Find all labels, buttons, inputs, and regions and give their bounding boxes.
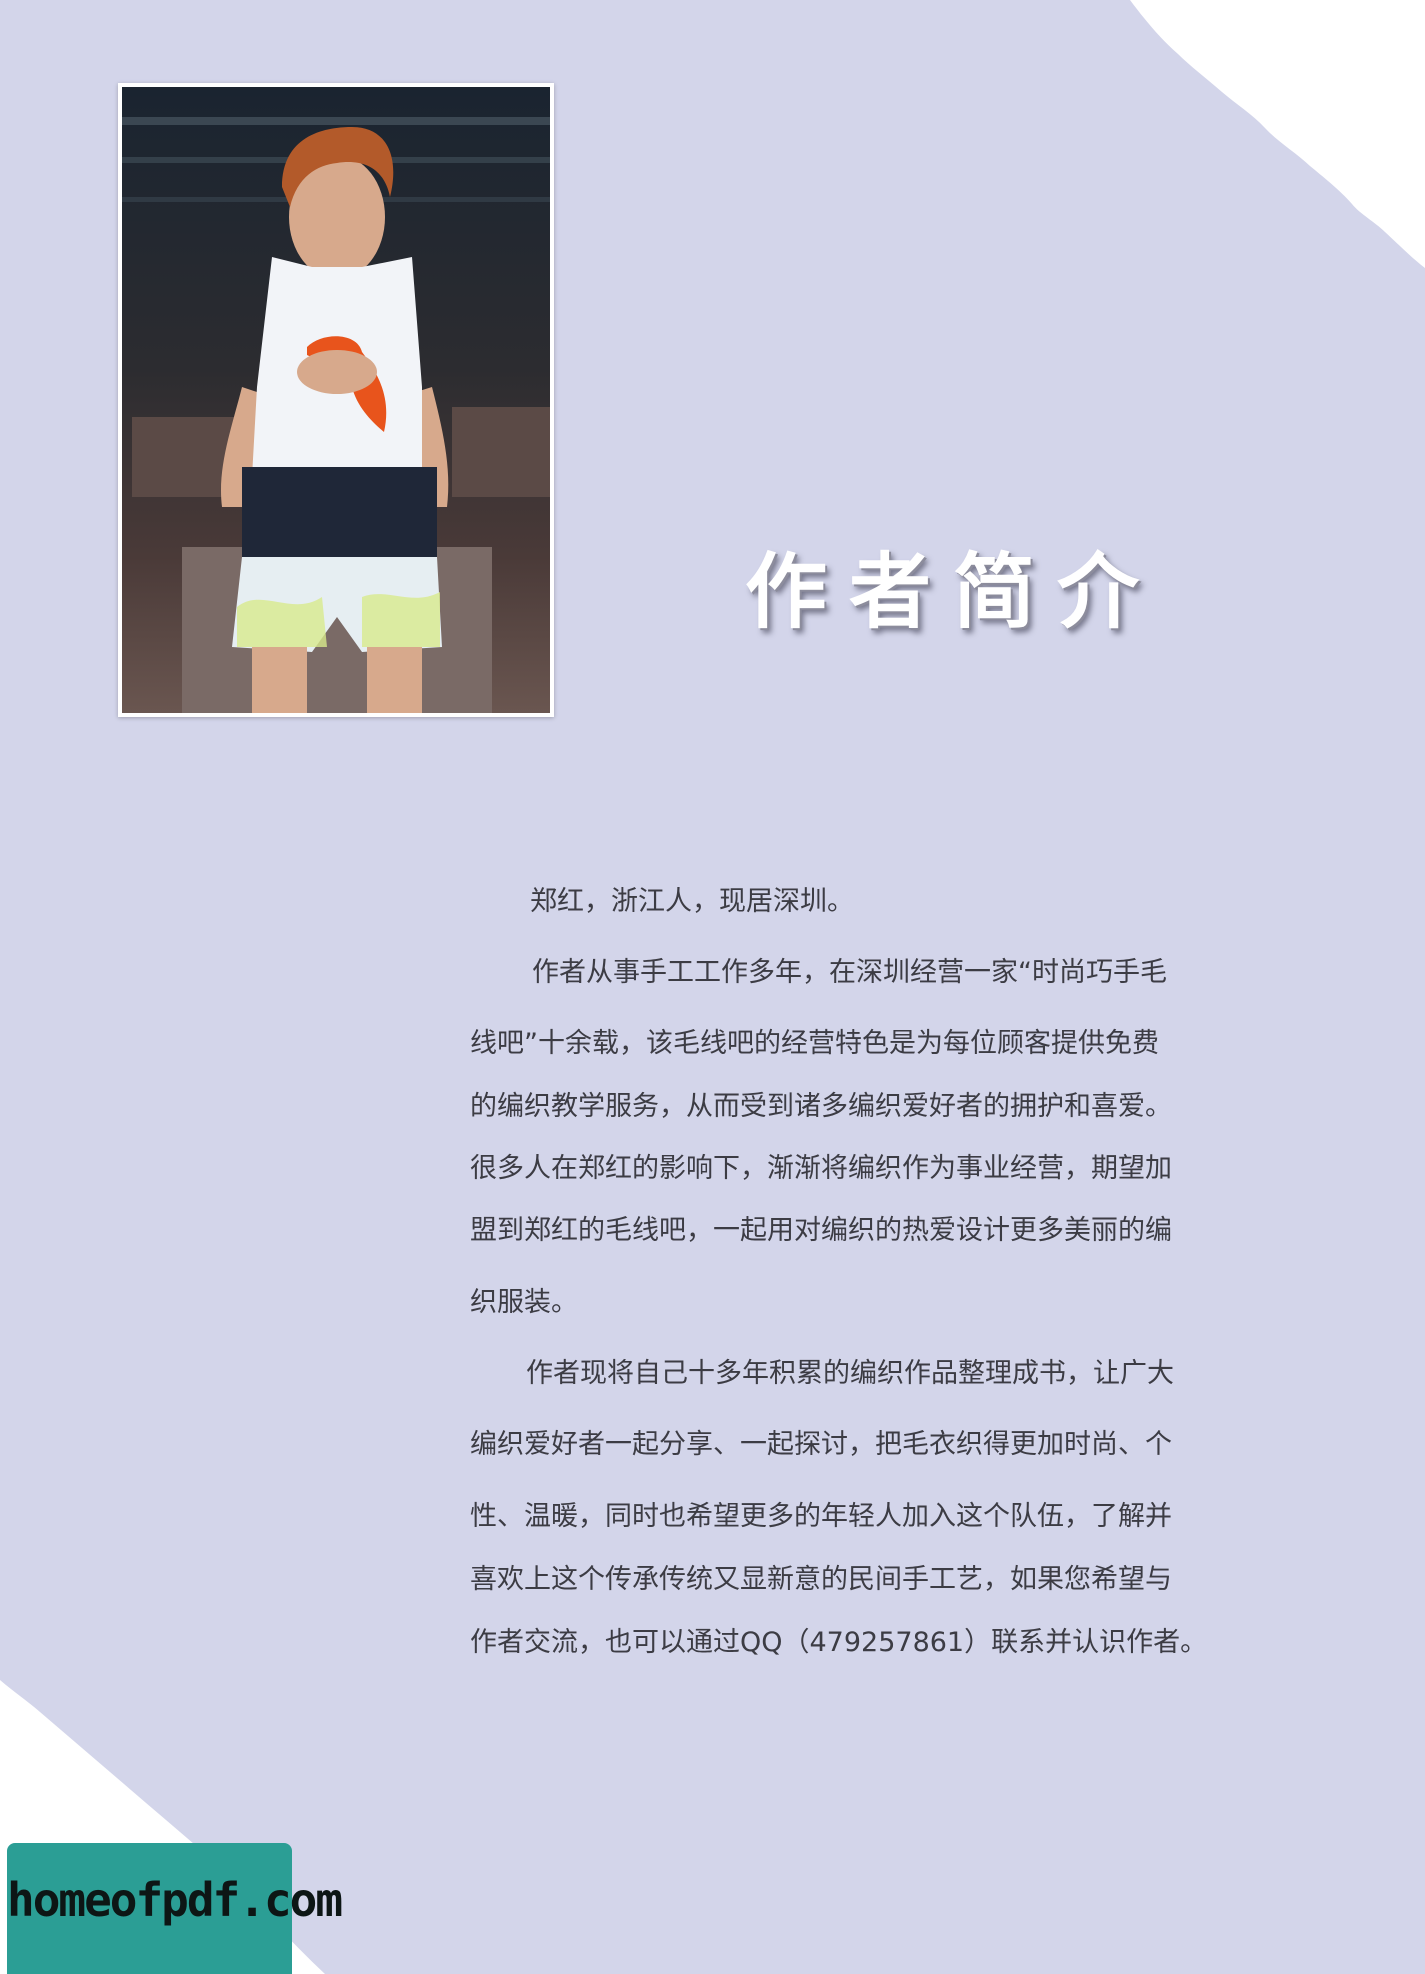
- watermark-badge: homeofpdf.com: [7, 1843, 343, 1974]
- bio-line: 性、温暖，同时也希望更多的年轻人加入这个队伍，了解并: [470, 1501, 1172, 1532]
- bio-line: 作者从事手工工作多年，在深圳经营一家“时尚巧手毛: [532, 957, 1167, 988]
- bio-line: 作者交流，也可以通过QQ（479257861）联系并认识作者。: [470, 1627, 1208, 1658]
- bio-line: 喜欢上这个传承传统又显新意的民间手工艺，如果您希望与: [470, 1564, 1172, 1595]
- author-photo: [118, 83, 554, 717]
- bio-line: 郑红，浙江人，现居深圳。: [530, 886, 854, 917]
- bio-line: 盟到郑红的毛线吧，一起用对编织的热爱设计更多美丽的编: [470, 1215, 1172, 1246]
- page-title: 作者简介: [745, 545, 1162, 640]
- bio-line: 织服装。: [470, 1287, 578, 1318]
- top-right-corner-decoration: [1130, 0, 1425, 268]
- bio-line: 线吧”十余载，该毛线吧的经营特色是为每位顾客提供免费: [470, 1028, 1159, 1059]
- bio-line: 编织爱好者一起分享、一起探讨，把毛衣织得更加时尚、个: [470, 1429, 1172, 1460]
- bio-line: 的编织教学服务，从而受到诸多编织爱好者的拥护和喜爱。: [470, 1091, 1172, 1122]
- bio-line: 作者现将自己十多年积累的编织作品整理成书，让广大: [526, 1358, 1174, 1389]
- watermark-text: homeofpdf.com: [7, 1873, 343, 1927]
- bio-line: 很多人在郑红的影响下，渐渐将编织作为事业经营，期望加: [470, 1153, 1172, 1184]
- author-photo-image: [122, 87, 550, 713]
